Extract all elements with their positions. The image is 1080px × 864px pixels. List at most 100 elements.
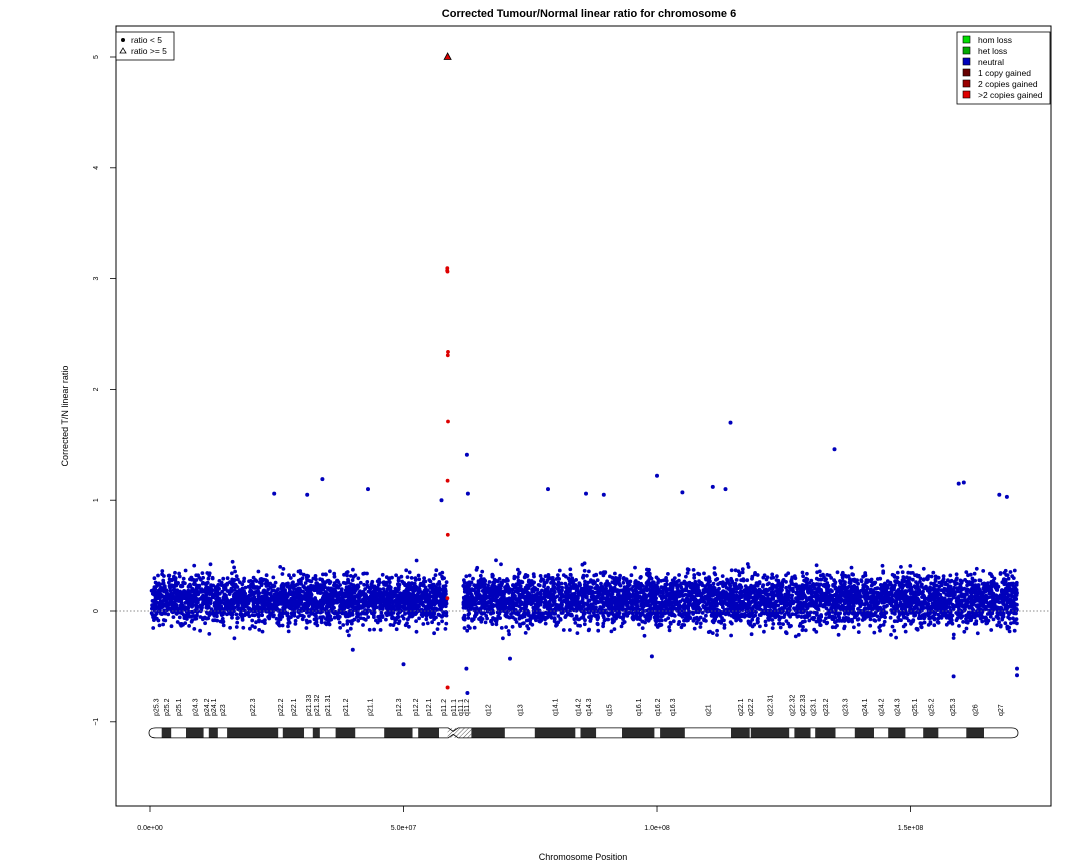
data-point	[337, 591, 341, 595]
data-point	[256, 596, 261, 601]
data-point	[319, 617, 324, 622]
data-point	[888, 615, 893, 620]
data-point	[835, 623, 839, 628]
data-point	[715, 628, 719, 633]
data-point	[908, 564, 913, 568]
data-point	[255, 585, 259, 589]
data-point	[418, 601, 423, 606]
data-point	[207, 597, 212, 602]
data-point	[961, 620, 965, 624]
data-point	[304, 618, 309, 623]
data-point	[298, 569, 303, 573]
data-point	[280, 623, 285, 628]
data-point	[332, 571, 337, 576]
data-point	[332, 611, 337, 616]
data-point	[338, 625, 343, 630]
data-point	[381, 587, 386, 591]
data-point	[361, 589, 366, 594]
data-point	[298, 589, 303, 594]
data-point	[196, 573, 201, 578]
data-point	[356, 618, 361, 623]
data-point	[152, 589, 157, 594]
data-point	[255, 601, 259, 605]
data-point	[868, 623, 873, 628]
data-point	[315, 623, 320, 628]
data-point	[286, 621, 291, 625]
data-point	[875, 586, 880, 591]
data-point	[951, 607, 956, 611]
data-point	[232, 636, 237, 641]
data-point	[372, 627, 376, 632]
data-point	[580, 562, 585, 567]
data-point	[936, 616, 941, 621]
data-point	[396, 597, 401, 602]
data-point	[434, 590, 439, 594]
data-point	[201, 575, 206, 580]
data-point	[419, 608, 424, 613]
data-point	[258, 577, 263, 582]
data-point	[189, 619, 194, 624]
data-point	[403, 623, 408, 628]
data-point	[371, 598, 375, 603]
data-point	[247, 606, 252, 611]
data-point	[251, 600, 256, 605]
data-point	[240, 618, 245, 622]
data-point	[366, 604, 371, 608]
data-point	[506, 629, 511, 633]
data-point	[800, 570, 805, 575]
data-point	[274, 616, 279, 621]
data-point	[260, 581, 264, 586]
data-point	[377, 616, 382, 621]
data-point	[384, 581, 389, 586]
data-point	[293, 618, 298, 623]
data-point	[247, 614, 252, 619]
data-point	[334, 599, 339, 603]
data-point	[375, 620, 380, 625]
data-point	[214, 592, 218, 597]
data-point	[353, 573, 358, 578]
data-point	[601, 573, 606, 578]
data-point	[153, 595, 158, 599]
data-point	[247, 585, 252, 589]
data-point	[289, 597, 293, 601]
data-point	[825, 573, 830, 577]
data-point	[872, 630, 877, 635]
data-point	[356, 613, 360, 617]
data-point	[345, 588, 350, 593]
data-point	[243, 591, 248, 596]
data-point	[248, 579, 253, 583]
data-point	[241, 625, 246, 630]
data-point	[171, 615, 176, 619]
data-point	[183, 568, 188, 573]
data-point	[185, 606, 190, 611]
data-point	[362, 571, 367, 576]
data-point	[523, 631, 528, 635]
data-point	[346, 605, 350, 609]
data-point	[801, 625, 805, 629]
data-point	[778, 625, 783, 630]
data-point	[293, 591, 298, 595]
data-point	[220, 589, 225, 594]
data-point	[350, 591, 355, 596]
data-point	[890, 624, 895, 629]
data-point	[342, 598, 346, 603]
data-point	[243, 585, 248, 590]
data-point	[335, 615, 340, 620]
data-point	[758, 624, 762, 629]
data-point	[391, 616, 396, 620]
data-point	[399, 592, 403, 597]
data-point	[264, 584, 269, 588]
data-point	[407, 570, 412, 575]
data-point	[667, 628, 672, 633]
data-point	[346, 579, 351, 583]
data-point	[850, 619, 855, 624]
chart-title: Corrected Tumour/Normal linear ratio for…	[442, 8, 736, 20]
data-point	[165, 604, 170, 608]
data-point	[152, 599, 156, 604]
data-point	[161, 622, 166, 627]
data-point	[242, 613, 247, 618]
data-point	[439, 597, 444, 602]
data-point	[259, 594, 264, 599]
data-point	[326, 587, 330, 591]
data-point	[210, 575, 215, 580]
